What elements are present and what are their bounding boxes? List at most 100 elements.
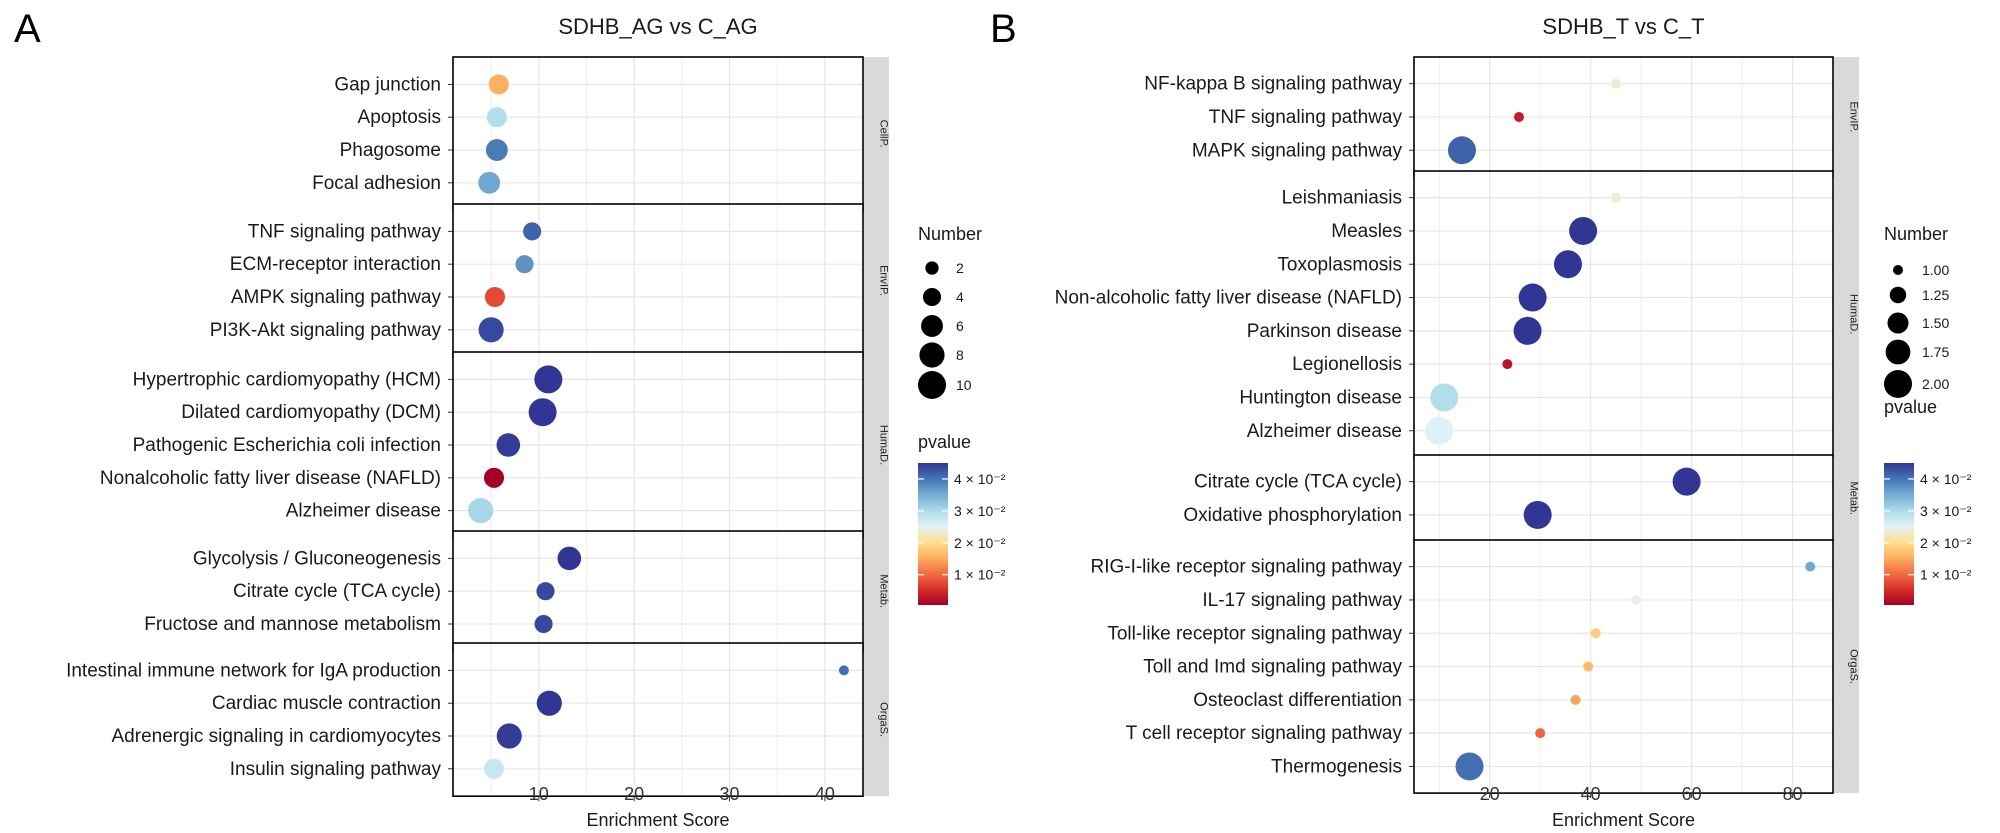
size-legend-title: Number bbox=[1884, 224, 1948, 244]
color-tick-label: 2 × 10⁻² bbox=[954, 535, 1006, 551]
facet-strip bbox=[1834, 455, 1859, 542]
category-label: Legionellosis bbox=[1292, 354, 1402, 375]
data-point bbox=[483, 758, 505, 779]
data-point bbox=[1631, 594, 1642, 605]
x-tick-label: 60 bbox=[1682, 784, 1702, 804]
category-label: Huntington disease bbox=[1239, 387, 1402, 408]
size-legend-label: 6 bbox=[956, 318, 964, 334]
category-label: Leishmaniasis bbox=[1282, 188, 1402, 209]
facet-strip bbox=[1834, 171, 1859, 458]
data-point bbox=[1610, 78, 1621, 89]
facet-label: OrgaS. bbox=[1848, 649, 1860, 684]
chart-title: SDHB_T vs C_T bbox=[1542, 14, 1704, 39]
data-point bbox=[534, 365, 563, 394]
size-legend-label: 2 bbox=[956, 260, 964, 276]
category-label: RIG-I-like receptor signaling pathway bbox=[1090, 557, 1402, 578]
data-point bbox=[1569, 216, 1598, 245]
category-label: Alzheimer disease bbox=[286, 501, 441, 522]
facet-frame bbox=[452, 642, 864, 797]
x-tick-label: 10 bbox=[529, 784, 549, 804]
data-point bbox=[478, 171, 501, 194]
facet-background bbox=[1414, 171, 1833, 458]
facet-strip bbox=[864, 643, 889, 797]
data-point bbox=[1590, 628, 1601, 639]
chart-title: SDHB_AG vs C_AG bbox=[558, 14, 757, 39]
category-label: Hypertrophic cardiomyopathy (HCM) bbox=[133, 369, 441, 390]
panel-letter: B bbox=[990, 7, 1017, 51]
category-label: Phagosome bbox=[340, 140, 441, 161]
facet-background bbox=[453, 57, 863, 211]
facet-panel: Intestinal immune network for IgA produc… bbox=[66, 642, 890, 797]
facet-panel: Gap junction Apoptosis Phagosome Focal adhe… bbox=[312, 56, 890, 211]
facet-background bbox=[1414, 455, 1833, 542]
data-point bbox=[1447, 136, 1476, 165]
facet-label: HumaD. bbox=[1848, 294, 1860, 334]
data-point bbox=[1430, 383, 1459, 412]
data-point bbox=[1553, 250, 1582, 279]
category-label: Pathogenic Escherichia coli infection bbox=[133, 435, 441, 456]
category-label: ECM-receptor interaction bbox=[230, 254, 441, 275]
x-tick-label: 20 bbox=[624, 784, 644, 804]
data-point bbox=[536, 690, 562, 716]
category-label: Measles bbox=[1331, 221, 1402, 242]
data-point bbox=[523, 222, 542, 241]
color-tick-label: 4 × 10⁻² bbox=[954, 471, 1006, 487]
x-axis-label: Enrichment Score bbox=[586, 810, 729, 830]
size-legend-key bbox=[922, 287, 942, 307]
category-label: NF-kappa B signaling pathway bbox=[1144, 74, 1402, 95]
category-label: AMPK signaling pathway bbox=[231, 287, 442, 308]
data-point bbox=[496, 723, 522, 749]
size-legend-key bbox=[919, 342, 945, 368]
data-point bbox=[484, 286, 506, 308]
data-point bbox=[838, 665, 849, 676]
size-legend-key bbox=[1889, 286, 1907, 304]
data-point bbox=[1672, 467, 1701, 496]
category-label: Citrate cycle (TCA cycle) bbox=[1194, 472, 1402, 493]
data-point bbox=[496, 433, 521, 457]
category-label: TNF signaling pathway bbox=[248, 221, 442, 242]
facet-background bbox=[453, 204, 863, 358]
color-bar bbox=[1884, 463, 1914, 605]
size-legend-label: 8 bbox=[956, 347, 964, 363]
size-legend-label: 1.00 bbox=[1922, 262, 1949, 278]
data-point bbox=[486, 107, 507, 128]
color-bar bbox=[918, 463, 948, 605]
category-label: Toxoplasmosis bbox=[1277, 254, 1402, 275]
facet-label: CellP. bbox=[878, 120, 890, 148]
color-tick-label: 1 × 10⁻² bbox=[954, 567, 1006, 583]
facet-label: Metab. bbox=[1848, 481, 1860, 515]
facet-strip bbox=[1834, 57, 1859, 177]
category-label: MAPK signaling pathway bbox=[1192, 140, 1403, 161]
facet-panel: TNF signaling pathway ECM-receptor intera… bbox=[210, 203, 890, 358]
size-legend-label: 10 bbox=[956, 377, 972, 393]
x-tick-label: 20 bbox=[1480, 784, 1500, 804]
category-label: Non-alcoholic fatty liver disease (NAFLD… bbox=[1055, 288, 1402, 309]
size-legend-key bbox=[918, 371, 946, 399]
category-label: Insulin signaling pathway bbox=[230, 759, 442, 780]
category-label: PI3K-Akt signaling pathway bbox=[210, 320, 442, 341]
facet-label: EnvIP. bbox=[878, 265, 890, 296]
data-point bbox=[485, 139, 508, 161]
category-label: T cell receptor signaling pathway bbox=[1126, 723, 1403, 744]
size-legend-label: 1.25 bbox=[1922, 287, 1949, 303]
facet-label: Metab. bbox=[878, 574, 890, 608]
facet-strip bbox=[864, 531, 889, 652]
data-point bbox=[534, 614, 553, 634]
facet-panel: Citrate cycle (TCA cycle) Oxidative phosp… bbox=[1183, 454, 1860, 543]
facet-panel: Leishmaniasis Measles Toxoplasmosis Non-alc… bbox=[1055, 170, 1860, 459]
category-label: Parkinson disease bbox=[1247, 321, 1402, 342]
facet-strip bbox=[864, 57, 889, 211]
data-point bbox=[1570, 694, 1581, 705]
data-point bbox=[1583, 661, 1594, 672]
color-tick-label: 3 × 10⁻² bbox=[1920, 503, 1972, 519]
facet-label: OrgaS. bbox=[878, 702, 890, 737]
size-legend-key bbox=[925, 261, 939, 275]
data-point bbox=[1805, 561, 1816, 572]
data-point bbox=[515, 255, 534, 274]
color-tick-label: 3 × 10⁻² bbox=[954, 503, 1006, 519]
x-axis-label: Enrichment Score bbox=[1552, 810, 1695, 830]
x-tick-label: 40 bbox=[815, 784, 835, 804]
facet-label: EnvIP. bbox=[1848, 101, 1860, 132]
data-point bbox=[1610, 192, 1621, 203]
category-label: Toll and Imd signaling pathway bbox=[1143, 657, 1402, 678]
